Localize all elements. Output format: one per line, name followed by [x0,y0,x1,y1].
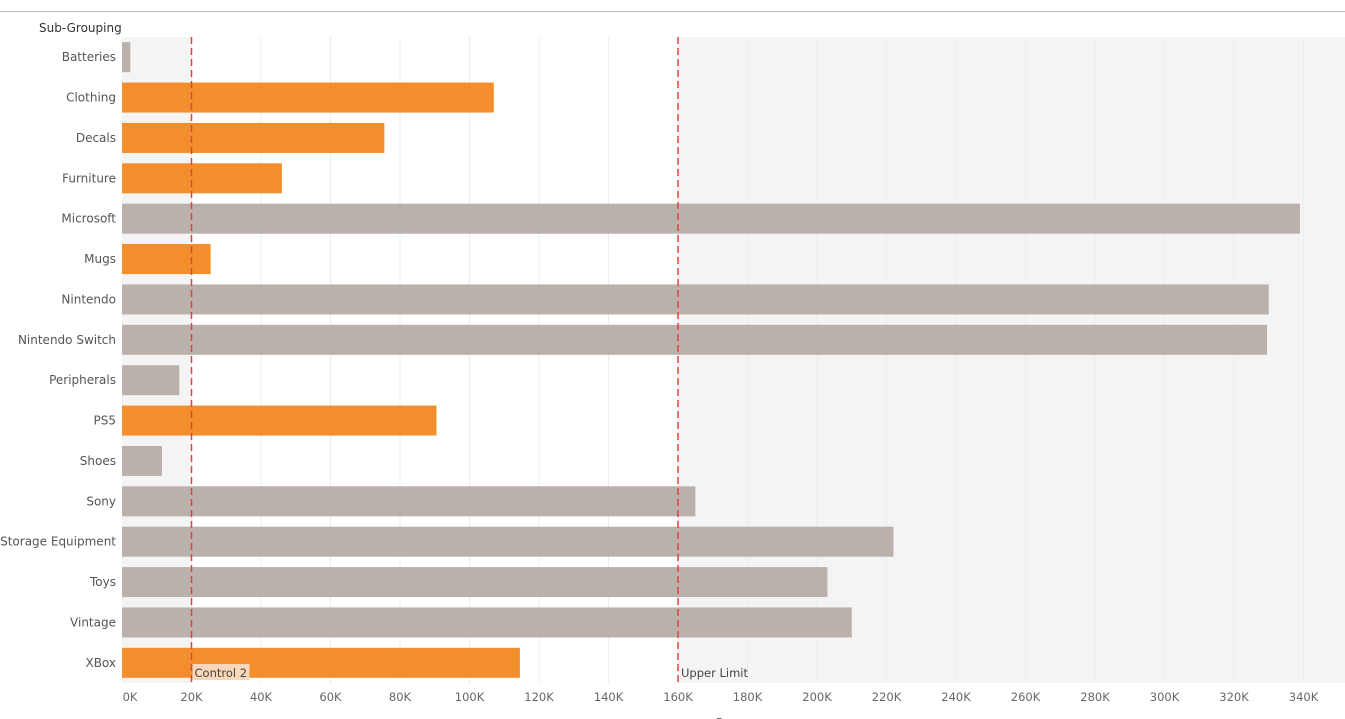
top-divider [0,11,1345,12]
bars [122,42,1301,678]
bar-mugs [122,244,211,275]
x-tick-label: 0K [123,690,138,704]
category-label: Shoes [80,454,116,468]
x-tick-label: 240K [941,690,971,704]
category-label: Nintendo [61,292,116,306]
bar-shoes [122,445,162,476]
bar-vintage [122,607,852,638]
x-tick-label: 120K [524,690,554,704]
reference-label: Upper Limit [681,666,748,680]
x-tick-label: 340K [1289,690,1319,704]
x-axis-ticks: 0K 20K 40K 60K 80K 100K 120K 140K 160K 180K 200K 22… [123,690,1319,704]
x-tick-label: 220K [872,690,902,704]
x-tick-label: 260K [1011,690,1041,704]
category-label: Peripherals [49,373,116,387]
x-axis-title: R [716,716,724,719]
bar-decals [122,122,385,153]
category-label: XBox [85,656,116,670]
bar-furniture [122,163,282,194]
reference-label-background [192,664,250,680]
bar-ps5 [122,405,437,436]
bar-clothing [122,82,494,113]
reference-label: Control 2 [195,666,248,680]
x-tick-label: 200K [802,690,832,704]
x-tick-label: 100K [455,690,485,704]
category-label: Sony [86,494,116,508]
category-labels: Batteries Clothing Decals Furniture Microsof… [0,50,116,670]
bar-toys [122,567,828,598]
x-tick-label: 80K [389,690,412,704]
category-label: Vintage [70,615,116,629]
x-tick-label: 160K [663,690,693,704]
x-tick-label: 280K [1080,690,1110,704]
x-tick-label: 320K [1219,690,1249,704]
bar-nintendo-switch [122,324,1268,355]
category-label: Toys [89,575,116,589]
bar-peripherals [122,365,180,396]
bar-microsoft [122,203,1301,234]
category-label: Mugs [84,252,116,266]
category-label: Nintendo Switch [18,333,116,347]
x-tick-label: 300K [1150,690,1180,704]
bar-batteries [122,42,131,73]
x-tick-label: 140K [594,690,624,704]
x-tick-label: 180K [733,690,763,704]
category-label: Microsoft [61,212,116,226]
row-header-title: Sub-Grouping [39,21,122,35]
reference-lines: Control 2 Upper Limit [190,37,748,683]
category-label: Decals [76,131,116,145]
category-label: Storage Equipment [0,535,116,549]
bar-xbox [122,647,520,678]
x-tick-label: 60K [319,690,342,704]
bar-sony [122,486,696,517]
bar-nintendo [122,284,1269,315]
category-label: Batteries [62,50,116,64]
category-label: PS5 [94,414,117,428]
category-label: Furniture [62,171,116,185]
bar-storage-equipment [122,526,894,557]
x-tick-label: 20K [180,690,203,704]
x-tick-label: 40K [250,690,273,704]
category-label: Clothing [66,91,116,105]
